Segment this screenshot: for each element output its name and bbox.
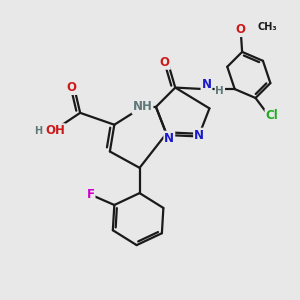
Text: CH₃: CH₃ <box>257 22 277 32</box>
Text: H: H <box>34 126 43 136</box>
Text: N: N <box>194 129 204 142</box>
Text: H: H <box>215 85 224 96</box>
Text: F: F <box>87 188 94 201</box>
Text: O: O <box>160 56 170 69</box>
Text: OH: OH <box>45 124 65 137</box>
Text: O: O <box>236 23 246 36</box>
Text: N: N <box>164 132 174 145</box>
Text: Cl: Cl <box>266 109 278 122</box>
Text: O: O <box>66 81 76 94</box>
Text: N: N <box>202 78 212 91</box>
Text: NH: NH <box>133 100 152 113</box>
